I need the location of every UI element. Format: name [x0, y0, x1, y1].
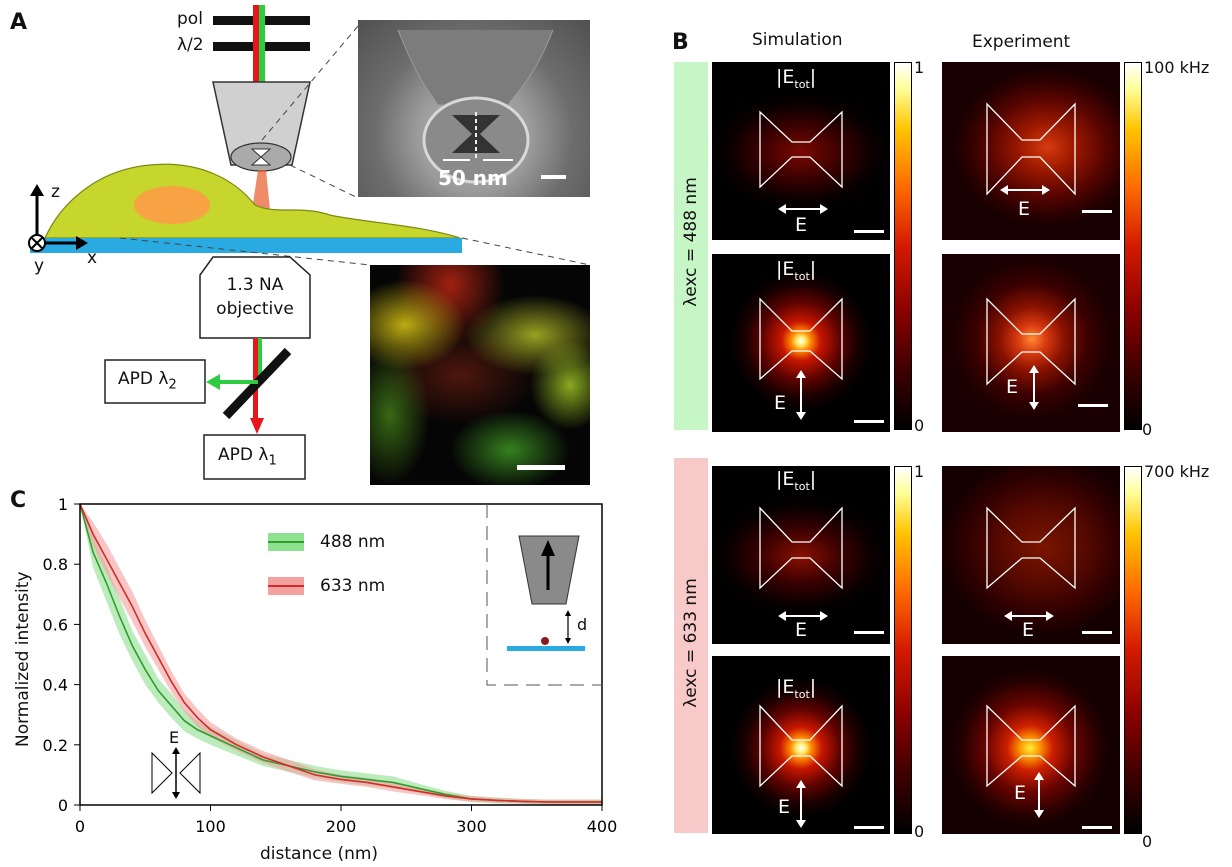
exp-488-horizontal: E: [942, 62, 1120, 240]
focusing-cone: [212, 81, 311, 166]
colorbar-min-label: 0: [1142, 420, 1153, 439]
x-tick-label: 300: [456, 817, 487, 836]
objective-label-1: 1.3 NA: [226, 275, 284, 295]
fluorescence-image: [370, 265, 590, 485]
e-label: E: [1006, 376, 1019, 398]
y-tick-label: 1: [58, 495, 68, 514]
x-label: x: [87, 248, 98, 268]
e-label: E: [795, 214, 808, 236]
sim-633-vertical: |Etot| E: [712, 656, 890, 834]
sem-scale-label: 50 nm: [438, 166, 508, 190]
legend-swatch-633: [268, 577, 304, 595]
y-axis-label: Normalized intensity: [13, 571, 33, 747]
sim-633-horizontal: |Etot| E: [712, 466, 890, 644]
y-tick-label: 0: [58, 796, 68, 815]
column-title-simulation: Simulation: [752, 30, 843, 50]
field-label: |Etot|: [776, 66, 817, 91]
panel-c-label: C: [10, 488, 27, 513]
colorbar-max-label: 700 kHz: [1144, 462, 1210, 481]
sim-488-horizontal: |Etot| E: [712, 62, 890, 240]
x-tick-label: 100: [195, 817, 226, 836]
e-label: E: [1014, 782, 1027, 804]
x-axis-label: distance (nm): [260, 844, 379, 864]
y-tick-label: 0.4: [43, 676, 68, 695]
half-wave-label: λ/2: [177, 35, 204, 55]
apd-lambda2-box: [104, 359, 206, 404]
series-line-1: [79, 503, 602, 803]
legend-swatch-488: [268, 533, 304, 551]
intensity-decay-chart: 0 100 200 300 400 0 0.2 0.4 0.6 0.8 1: [43, 495, 618, 836]
objective-lens: [199, 256, 311, 339]
row-group-488: λexc = 488 nm: [674, 62, 708, 430]
e-label: E: [774, 392, 787, 414]
panel-a-label: A: [10, 10, 28, 35]
row-group-633: λexc = 633 nm: [674, 458, 708, 833]
cell-nucleus: [134, 186, 210, 224]
exp-488-vertical: E: [942, 254, 1120, 432]
scale-bar: [517, 465, 565, 470]
row-label-488: λexc = 488 nm: [681, 177, 701, 307]
y-label: y: [34, 256, 45, 276]
e-label: E: [1022, 619, 1035, 641]
colorbar-min-label: 0: [1142, 832, 1153, 851]
x-tick-label: 200: [326, 817, 357, 836]
colorbar-exp-633: [1124, 466, 1142, 834]
apd-lambda1-box: [203, 434, 306, 480]
y-tick-label: 0.2: [43, 736, 68, 755]
colorbar-max-label: 100 kHz: [1144, 58, 1210, 77]
colorbar-exp-488: [1124, 62, 1142, 430]
substrate: [30, 238, 462, 253]
inset-d-label: d: [577, 615, 588, 634]
panel-b-label: B: [672, 30, 689, 55]
colorbar-min-label: 0: [914, 822, 925, 841]
colorbar-max-label: 1: [914, 58, 925, 77]
colorbar-sim-633: [894, 466, 912, 834]
objective-label-2: objective: [216, 299, 294, 319]
legend-label-633: 633 nm: [320, 576, 386, 596]
pol-label: pol: [177, 9, 203, 29]
y-tick-label: 0.6: [43, 615, 68, 634]
e-label: E: [778, 796, 791, 818]
apd-lambda2-label: APD λ2: [118, 369, 177, 393]
colorbar-min-label: 0: [914, 416, 925, 435]
exp-633-horizontal: E: [942, 466, 1120, 644]
exp-633-vertical: E: [942, 656, 1120, 834]
bowtie-e-icon: [151, 747, 201, 799]
y-tick-label: 0.8: [43, 555, 68, 574]
green-beam: [259, 5, 265, 85]
apd-lambda1-label: APD λ1: [218, 445, 277, 469]
legend-label-488: 488 nm: [320, 532, 386, 552]
e-label: E: [795, 619, 808, 641]
sim-488-vertical: |Etot| E: [712, 254, 890, 432]
field-label: |Etot|: [776, 468, 817, 493]
row-label-633: λexc = 633 nm: [681, 578, 701, 708]
red-beam: [253, 5, 259, 85]
z-label: z: [51, 182, 60, 202]
setup-schematic: [28, 5, 591, 480]
e-label: E: [1018, 198, 1031, 220]
x-tick-label: 0: [75, 817, 85, 836]
field-label: |Etot|: [776, 676, 817, 701]
field-label: |Etot|: [776, 258, 817, 283]
inset-e-label: E: [169, 728, 180, 747]
colorbar-max-label: 1: [914, 462, 925, 481]
sem-image: 50 nm: [358, 20, 590, 197]
column-title-experiment: Experiment: [972, 32, 1071, 52]
bowtie-antenna-icon: [250, 148, 272, 166]
colorbar-sim-488: [894, 62, 912, 430]
x-tick-label: 400: [587, 817, 618, 836]
inset-diagram: [486, 504, 602, 686]
